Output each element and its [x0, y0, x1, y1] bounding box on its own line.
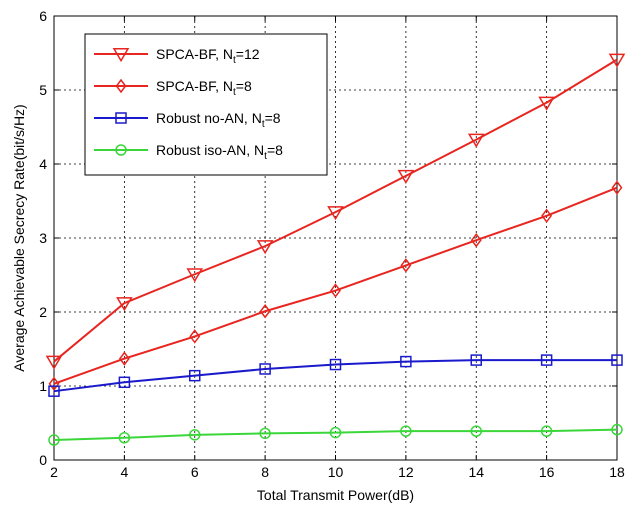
- data-point: [116, 297, 133, 312]
- y-tick-label: 2: [39, 304, 47, 320]
- x-tick-label: 4: [120, 464, 128, 480]
- legend-item: Robust iso-AN, Nt=8: [94, 142, 283, 162]
- legend-label-tail: =12: [236, 46, 260, 62]
- data-series: [45, 53, 626, 446]
- data-point: [329, 358, 342, 371]
- legend-label-main: Robust iso-AN, N: [156, 142, 264, 158]
- x-tick-label: 16: [539, 464, 555, 480]
- series-4: [48, 423, 623, 446]
- legend-item: SPCA-BF, Nt=12: [94, 46, 260, 66]
- x-tick-label: 8: [261, 464, 269, 480]
- series-line: [53, 58, 618, 363]
- data-point: [118, 376, 131, 389]
- legend-label-tail: =8: [236, 78, 252, 94]
- data-point: [45, 355, 63, 370]
- data-point: [118, 432, 131, 444]
- legend-marker: [112, 48, 130, 63]
- data-point: [118, 351, 130, 366]
- data-point: [608, 53, 626, 68]
- data-point: [541, 208, 553, 224]
- data-point: [470, 232, 482, 248]
- y-tick-label: 6: [39, 8, 47, 24]
- series-line: [53, 428, 618, 442]
- series-2: [48, 180, 623, 392]
- grid-lines: [54, 16, 617, 460]
- y-tick-label: 0: [39, 452, 47, 468]
- series-3: [48, 354, 623, 397]
- legend-label-subscript: t: [233, 87, 236, 98]
- x-axis-label: Total Transmit Power(dB): [257, 487, 414, 503]
- legend-label: SPCA-BF, Nt=12: [156, 46, 260, 66]
- legend-label-subscript: t: [262, 119, 265, 130]
- legend-label-main: SPCA-BF, N: [156, 78, 233, 94]
- series-line: [53, 186, 618, 385]
- legend-label-subscript: t: [233, 55, 236, 66]
- legend-label: SPCA-BF, Nt=8: [156, 78, 252, 98]
- data-point: [327, 206, 344, 221]
- legend-label: Robust no-AN, Nt=8: [156, 110, 281, 130]
- y-tick-label: 4: [39, 156, 47, 172]
- data-point: [538, 96, 555, 111]
- data-point: [48, 434, 60, 446]
- data-point: [330, 283, 341, 298]
- legend-label-subscript: t: [264, 151, 267, 162]
- data-point: [400, 258, 412, 273]
- data-point: [470, 425, 482, 437]
- data-point: [470, 354, 482, 366]
- x-tick-label: 10: [328, 464, 344, 480]
- data-point: [611, 180, 623, 195]
- legend-item: SPCA-BF, Nt=8: [94, 78, 252, 98]
- legend-item: Robust no-AN, Nt=8: [94, 110, 281, 130]
- data-point: [540, 425, 553, 437]
- data-point: [256, 240, 274, 255]
- data-point: [189, 329, 201, 344]
- legend-marker: [115, 78, 127, 94]
- data-point: [259, 363, 271, 375]
- data-point: [329, 426, 342, 439]
- legend-marker: [115, 112, 127, 124]
- legend-label-main: Robust no-AN, N: [156, 110, 262, 126]
- data-point: [48, 376, 60, 392]
- y-tick-label: 3: [39, 230, 47, 246]
- data-point: [467, 133, 485, 148]
- series-line: [53, 359, 617, 393]
- y-tick-label: 1: [39, 378, 47, 394]
- legend-marker: [115, 144, 127, 156]
- series-1: [45, 53, 626, 370]
- data-point: [400, 355, 412, 368]
- legend-label: Robust iso-AN, Nt=8: [156, 142, 283, 162]
- y-tick-label: 5: [39, 82, 47, 98]
- x-tick-label: 18: [609, 464, 625, 480]
- x-tick-label: 14: [468, 464, 484, 480]
- data-point: [259, 427, 271, 440]
- data-point: [259, 304, 271, 319]
- legend-label-tail: =8: [267, 142, 283, 158]
- data-point: [189, 429, 201, 441]
- x-tick-label: 12: [398, 464, 414, 480]
- data-point: [189, 369, 201, 382]
- data-point: [48, 385, 60, 397]
- legend-label-tail: =8: [265, 110, 281, 126]
- data-point: [186, 268, 204, 283]
- legend-label-main: SPCA-BF, N: [156, 46, 233, 62]
- x-tick-label: 2: [50, 464, 58, 480]
- data-point: [400, 425, 412, 437]
- data-point: [611, 354, 623, 366]
- x-tick-label: 6: [191, 464, 199, 480]
- data-point: [397, 169, 415, 184]
- y-axis-label: Average Achievable Secrecy Rate(bit/s/Hz…: [11, 104, 27, 371]
- data-point: [611, 423, 623, 436]
- data-point: [540, 354, 553, 366]
